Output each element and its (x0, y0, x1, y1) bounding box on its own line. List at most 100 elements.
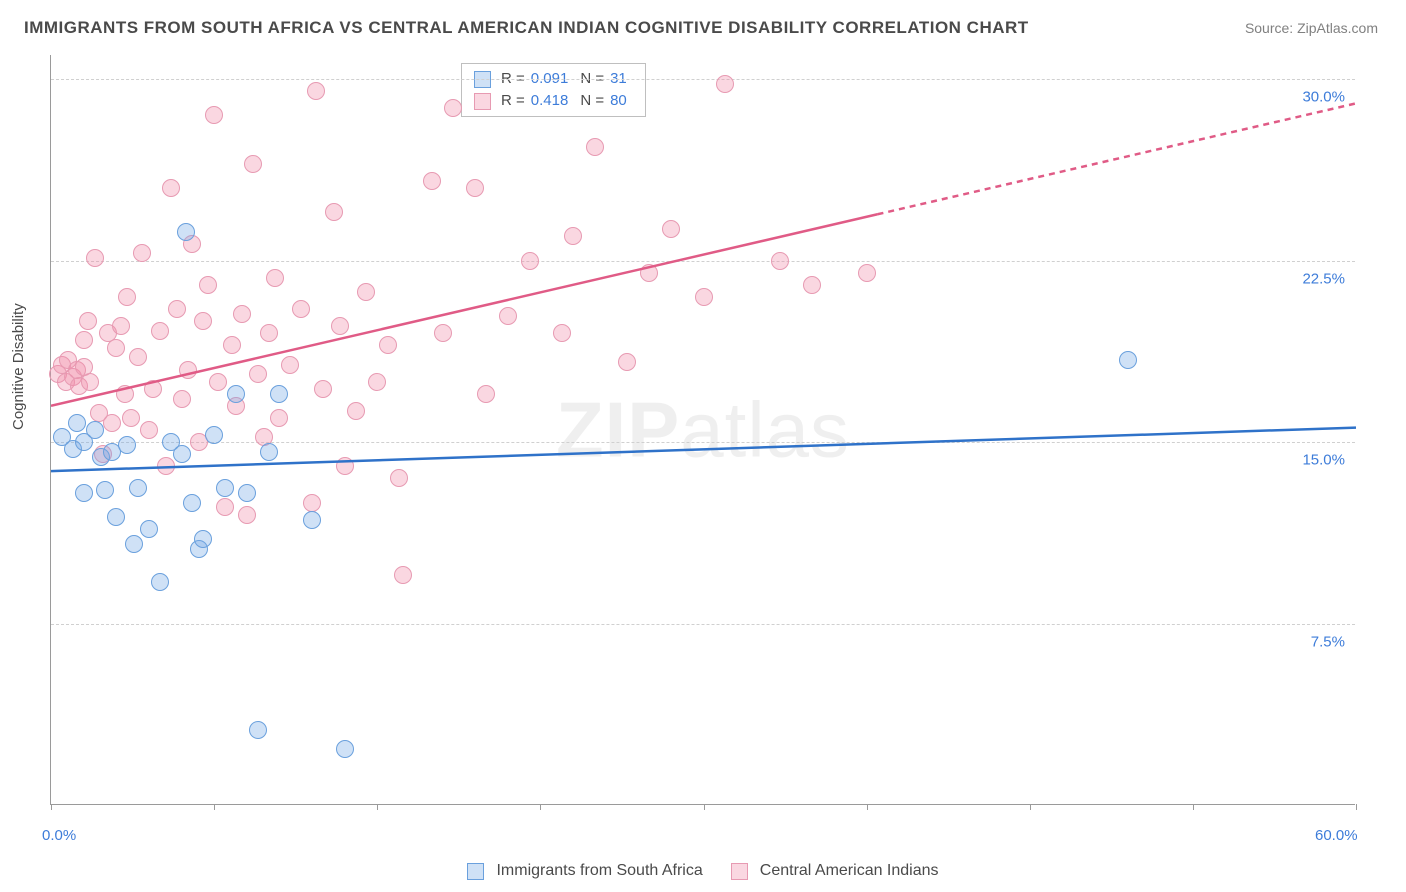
scatter-point-series-a (1119, 351, 1137, 369)
scatter-point-series-b (144, 380, 162, 398)
legend-item-series-a: Immigrants from South Africa (467, 862, 702, 880)
scatter-point-series-b (244, 155, 262, 173)
scatter-point-series-b (133, 244, 151, 262)
swatch-series-b (731, 863, 748, 880)
scatter-point-series-b (238, 506, 256, 524)
scatter-point-series-b (233, 305, 251, 323)
scatter-point-series-b (477, 385, 495, 403)
x-tick (704, 804, 705, 810)
scatter-point-series-b (249, 365, 267, 383)
scatter-point-series-b (771, 252, 789, 270)
scatter-point-series-b (803, 276, 821, 294)
scatter-point-series-a (129, 479, 147, 497)
stats-row-series-b: R = 0.418 N = 80 (474, 90, 633, 112)
watermark-zip: ZIP (556, 385, 680, 473)
scatter-point-series-b (858, 264, 876, 282)
y-tick-label: 7.5% (1311, 633, 1345, 650)
stats-label-r: R = (501, 90, 525, 112)
stats-label-n: N = (580, 90, 604, 112)
scatter-point-series-b (266, 269, 284, 287)
scatter-point-series-b (116, 385, 134, 403)
scatter-point-series-b (199, 276, 217, 294)
scatter-point-series-b (564, 227, 582, 245)
swatch-series-a (467, 863, 484, 880)
scatter-point-series-b (553, 324, 571, 342)
scatter-point-series-b (499, 307, 517, 325)
scatter-point-series-b (331, 317, 349, 335)
stats-value-n-b: 80 (610, 90, 627, 112)
watermark-atlas: atlas (680, 385, 850, 473)
scatter-point-series-b (162, 179, 180, 197)
scatter-point-series-a (151, 573, 169, 591)
scatter-point-series-a (336, 740, 354, 758)
scatter-point-series-b (281, 356, 299, 374)
x-tick-label: 0.0% (42, 827, 76, 844)
scatter-point-series-b (168, 300, 186, 318)
stats-legend-box: R = 0.091 N = 31 R = 0.418 N = 80 (461, 63, 646, 117)
scatter-point-series-a (205, 426, 223, 444)
gridline (51, 261, 1355, 262)
scatter-point-series-b (194, 312, 212, 330)
plot-area: ZIPatlas R = 0.091 N = 31 R = 0.418 N = … (50, 55, 1355, 805)
scatter-point-series-b (466, 179, 484, 197)
x-tick-label: 60.0% (1315, 827, 1358, 844)
swatch-series-b (474, 93, 491, 110)
y-tick-label: 22.5% (1302, 270, 1345, 287)
scatter-point-series-a (140, 520, 158, 538)
scatter-point-series-a (68, 414, 86, 432)
scatter-point-series-b (157, 457, 175, 475)
scatter-point-series-b (151, 322, 169, 340)
scatter-point-series-b (223, 336, 241, 354)
scatter-point-series-b (79, 312, 97, 330)
scatter-point-series-b (122, 409, 140, 427)
scatter-point-series-b (444, 99, 462, 117)
scatter-point-series-b (423, 172, 441, 190)
scatter-point-series-b (394, 566, 412, 584)
x-tick (1193, 804, 1194, 810)
scatter-point-series-a (173, 445, 191, 463)
scatter-point-series-b (618, 353, 636, 371)
scatter-point-series-b (662, 220, 680, 238)
scatter-point-series-b (140, 421, 158, 439)
scatter-point-series-b (379, 336, 397, 354)
scatter-point-series-a (194, 530, 212, 548)
scatter-point-series-b (270, 409, 288, 427)
scatter-point-series-b (307, 82, 325, 100)
scatter-point-series-a (96, 481, 114, 499)
scatter-point-series-a (75, 484, 93, 502)
scatter-point-series-b (129, 348, 147, 366)
gridline (51, 624, 1355, 625)
scatter-point-series-a (183, 494, 201, 512)
source-attribution: Source: ZipAtlas.com (1245, 20, 1378, 36)
scatter-point-series-b (179, 361, 197, 379)
scatter-point-series-b (205, 106, 223, 124)
scatter-point-series-b (314, 380, 332, 398)
scatter-point-series-b (112, 317, 130, 335)
scatter-point-series-a (238, 484, 256, 502)
scatter-point-series-b (103, 414, 121, 432)
scatter-point-series-b (368, 373, 386, 391)
scatter-point-series-a (260, 443, 278, 461)
scatter-point-series-b (118, 288, 136, 306)
scatter-point-series-b (107, 339, 125, 357)
scatter-point-series-b (260, 324, 278, 342)
gridline (51, 442, 1355, 443)
x-tick (377, 804, 378, 810)
x-tick (214, 804, 215, 810)
scatter-point-series-b (716, 75, 734, 93)
scatter-point-series-b (75, 331, 93, 349)
x-tick (540, 804, 541, 810)
scatter-point-series-a (270, 385, 288, 403)
scatter-point-series-a (177, 223, 195, 241)
scatter-point-series-b (347, 402, 365, 420)
scatter-point-series-b (81, 373, 99, 391)
scatter-point-series-a (249, 721, 267, 739)
y-tick-label: 15.0% (1302, 452, 1345, 469)
scatter-point-series-b (173, 390, 191, 408)
scatter-point-series-b (390, 469, 408, 487)
gridline (51, 79, 1355, 80)
scatter-point-series-b (216, 498, 234, 516)
legend-item-series-b: Central American Indians (731, 862, 939, 880)
scatter-point-series-b (292, 300, 310, 318)
scatter-point-series-a (227, 385, 245, 403)
